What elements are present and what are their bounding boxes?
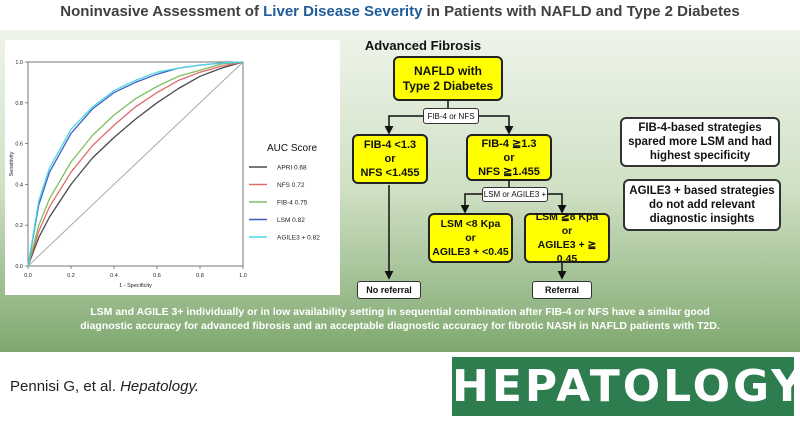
conclusion-text: LSM and AGILE 3+ individually or in low … bbox=[0, 305, 800, 333]
flowchart-heading: Advanced Fibrosis bbox=[364, 38, 482, 53]
x-tick-label: 0.8 bbox=[196, 273, 204, 279]
lsm-high-line-1: LSM ≧8 Kpa bbox=[535, 211, 599, 223]
arrow-to-high-right bbox=[478, 115, 514, 135]
y-tick-label: 0.6 bbox=[15, 142, 23, 148]
legend-label-2: FIB-4 0.75 bbox=[277, 200, 308, 207]
page-title: Noninvasive Assessment of Liver Disease … bbox=[0, 0, 800, 26]
note-agile3-line-2: do not add relevant bbox=[648, 199, 756, 211]
title-prefix: Noninvasive Assessment of bbox=[60, 3, 264, 20]
roc-curve-0 bbox=[27, 61, 244, 267]
reference-diagonal bbox=[27, 61, 244, 267]
roc-chart: 0.0 0.2 0.4 0.6 0.8 1.0 0.0 0.2 0.4 0.6 0.8 1.0 1 - … bbox=[5, 40, 340, 295]
citation: Pennisi G, et al. Hepatology. bbox=[10, 378, 199, 395]
referral-node: Referral bbox=[532, 281, 592, 299]
journal-logo: HEPATOLOGY bbox=[452, 357, 800, 416]
y-tick-label: 0.0 bbox=[15, 264, 23, 270]
arrow-to-lsm-low bbox=[460, 193, 483, 214]
note-fib4-line-2: spared more LSM and had bbox=[628, 136, 772, 148]
note-agile3-line-1: AGILE3 + based strategies bbox=[629, 185, 775, 197]
citation-authors: Pennisi G, et al. bbox=[10, 378, 121, 395]
x-tick-label: 0.4 bbox=[110, 273, 118, 279]
arrow-to-lsm-high bbox=[547, 193, 567, 214]
start-node: NAFLD with Type 2 Diabetes bbox=[393, 56, 503, 101]
high-risk-line-2: or bbox=[503, 151, 515, 164]
title-accent: Liver Disease Severity bbox=[263, 3, 423, 20]
x-tick-label: 1.0 bbox=[239, 273, 247, 279]
start-node-line-2: Type 2 Diabetes bbox=[402, 78, 494, 93]
x-axis-label: 1 - Specificity bbox=[119, 283, 152, 289]
lsm-low-line-3: AGILE3 + <0.45 bbox=[432, 246, 509, 258]
high-risk-line-1: FIB-4 ≧1.3 bbox=[481, 137, 537, 150]
y-tick-label: 0.4 bbox=[15, 182, 23, 188]
arrow-to-low-left bbox=[384, 115, 425, 135]
high-risk-line-3: NFS ≧1.455 bbox=[478, 165, 540, 178]
start-node-line-1: NAFLD with bbox=[414, 63, 482, 78]
y-tick-label: 1.0 bbox=[15, 60, 23, 66]
high-risk-node: FIB-4 ≧1.3 or NFS ≧1.455 bbox=[466, 134, 552, 181]
lsm-low-node: LSM <8 Kpa or AGILE3 + <0.45 bbox=[428, 213, 513, 263]
title-suffix: in Patients with NAFLD and Type 2 Diabet… bbox=[422, 3, 740, 20]
legend-label-4: AGILE3 + 0.82 bbox=[277, 235, 320, 242]
y-tick-label: 0.8 bbox=[15, 101, 23, 107]
legend-title: AUC Score bbox=[267, 143, 317, 154]
x-tick-label: 0.6 bbox=[153, 273, 161, 279]
y-axis-label: Sensitivity bbox=[9, 151, 15, 176]
lsm-high-node: LSM ≧8 Kpa or AGILE3 + ≧ 0.45 bbox=[524, 211, 610, 265]
citation-journal: Hepatology. bbox=[120, 378, 200, 395]
lsm-low-line-2: or bbox=[465, 232, 476, 244]
split-lsm-agile3: LSM or AGILE3 + bbox=[482, 187, 548, 202]
conclusion-line-1: LSM and AGILE 3+ individually or in low … bbox=[90, 306, 710, 318]
low-risk-node: FIB-4 <1.3 or NFS <1.455 bbox=[352, 134, 428, 184]
plot-frame bbox=[27, 61, 244, 267]
lsm-high-line-3: AGILE3 + ≧ 0.45 bbox=[537, 239, 597, 265]
legend-label-0: APRI 0.68 bbox=[277, 165, 307, 172]
y-tick-label: 0.2 bbox=[15, 223, 23, 229]
note-fib4-line-1: FIB-4-based strategies bbox=[638, 122, 762, 134]
split-fib4-nfs: FIB-4 or NFS bbox=[423, 108, 479, 124]
low-risk-line-1: FIB-4 <1.3 bbox=[363, 139, 417, 151]
roc-curve-4 bbox=[27, 61, 244, 267]
low-risk-line-3: NFS <1.455 bbox=[360, 167, 420, 179]
legend-label-1: NFS 0.72 bbox=[277, 182, 305, 189]
lsm-high-line-2: or bbox=[561, 225, 573, 237]
note-fib4-line-3: highest specificity bbox=[649, 150, 751, 162]
note-agile3-strategies: AGILE3 + based strategies do not add rel… bbox=[623, 179, 781, 231]
roc-curve-1 bbox=[27, 61, 244, 267]
low-risk-line-2: or bbox=[384, 153, 396, 165]
x-tick-label: 0.0 bbox=[24, 273, 32, 279]
conclusion-line-2: diagnostic accuracy for advanced fibrosi… bbox=[80, 320, 720, 332]
x-tick-label: 0.2 bbox=[67, 273, 75, 279]
lsm-low-line-1: LSM <8 Kpa bbox=[440, 218, 501, 230]
roc-curve-2 bbox=[27, 61, 244, 267]
note-agile3-line-3: diagnostic insights bbox=[649, 213, 755, 225]
roc-chart-svg: 0.0 0.2 0.4 0.6 0.8 1.0 0.0 0.2 0.4 0.6 0.8 1.0 1 - … bbox=[9, 60, 320, 289]
note-fib4-strategies: FIB-4-based strategies spared more LSM a… bbox=[620, 117, 780, 167]
no-referral-node: No referral bbox=[357, 281, 421, 299]
legend-label-3: LSM 0.82 bbox=[277, 217, 305, 224]
